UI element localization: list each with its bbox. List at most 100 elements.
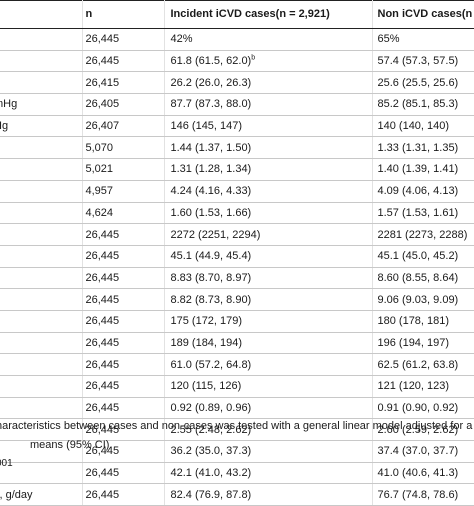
table-row: 5,070 1.44 (1.37, 1.50) 1.33 (1.31, 1.35) [0,136,474,160]
cell-incident: 0.92 (0.89, 0.96) [163,397,372,420]
cell-variable [0,180,82,203]
cell-incident-text: 61.8 (61.5, 62.0) [170,55,252,68]
cell-n: 26,445 [81,418,164,442]
cell-n-text: 26,445 [85,33,120,46]
cell-incident: 8.82 (8.73, 8.90) [163,288,372,311]
cell-n: 26,445 [81,267,164,290]
cell-variable [0,245,82,268]
table-row: 4,957 4.24 (4.16, 4.33) 4.09 (4.06, 4.13) [0,180,474,203]
header-variable [0,0,82,29]
cell-incident: 8.83 (8.70, 8.97) [163,267,372,290]
cell-non-cases-text: 65% [377,33,400,46]
cell-non-cases: 57.4 (57.3, 57.5) [371,50,474,73]
cell-n: 4,957 [81,180,164,203]
cell-variable-text: mHg [0,98,18,111]
cell-non-cases: 8.60 (8.55, 8.64) [371,267,474,290]
cell-n-text: 26,445 [85,55,120,68]
cell-n-text: 5,070 [85,141,114,154]
cell-non-cases: 121 (120, 123) [371,375,474,398]
cell-incident-text: 0.92 (0.89, 0.96) [170,402,252,415]
cell-incident-text: 36.2 (35.0, 37.3) [170,445,252,458]
cell-non-cases: 2.60 (2.59, 2.62) [371,418,474,442]
table-row: 26,445 175 (172, 179) 180 (178, 181) [0,310,474,333]
cell-variable [0,332,82,355]
cell-incident-text: 1.44 (1.37, 1.50) [170,141,252,154]
header-incident-cases: Incident iCVD cases(n = 2,921) [163,0,372,29]
cell-non-cases: 41.0 (40.6, 41.3) [371,462,474,485]
cell-non-cases: 0.91 (0.90, 0.92) [371,397,474,420]
table-row: 26,445 61.8 (61.5, 62.0)b 57.4 (57.3, 57.5… [0,50,474,73]
cell-variable [0,310,82,333]
cell-n: 26,445 [81,332,164,355]
cell-incident: 1.44 (1.37, 1.50) [163,136,372,160]
cell-non-cases-text: 196 (194, 197) [377,336,450,349]
cell-incident-text: 26.2 (26.0, 26.3) [170,76,252,89]
cell-variable [0,28,82,51]
cell-non-cases-text: 4.09 (4.06, 4.13) [377,185,459,198]
table-row: 26,445 45.1 (44.9, 45.4) 45.1 (45.0, 45.2) [0,245,474,268]
cell-n: 26,445 [81,375,164,398]
cell-n: 26,445 [81,397,164,420]
cell-n: 26,407 [81,115,164,138]
cell-incident: 61.0 (57.2, 64.8) [163,353,372,376]
cell-variable [0,158,82,181]
cell-incident-text: 61.0 (57.2, 64.8) [170,358,252,371]
table-row: mHg 26,405 87.7 (87.3, 88.0) 85.2 (85.1, 85… [0,93,474,116]
cell-incident: 87.7 (87.3, 88.0) [163,93,372,116]
cell-incident-text: 8.83 (8.70, 8.97) [170,271,252,284]
table-row: Hg 26,407 146 (145, 147) 140 (140, 140) [0,115,474,138]
cell-incident: 189 (184, 194) [163,332,372,355]
cell-non-cases: 37.4 (37.0, 37.7) [371,440,474,463]
cell-incident-text: 146 (145, 147) [170,120,243,133]
cell-n-text: 26,415 [85,76,120,89]
cell-variable [0,440,82,463]
table-row: 26,445 120 (115, 126) 121 (120, 123) [0,375,474,398]
footnote-line-1: haracteristics between cases and non-cas… [0,420,473,432]
cell-incident-text: 175 (172, 179) [170,315,243,328]
cell-non-cases: 76.7 (74.8, 78.6) [371,483,474,506]
cell-non-cases: 1.40 (1.39, 1.41) [371,158,474,181]
cell-n-text: 5,021 [85,163,114,176]
cell-incident: 175 (172, 179) [163,310,372,333]
cell-variable-text: Hg [0,120,9,133]
cell-n: 4,624 [81,202,164,225]
cell-n: 26,445 [81,483,164,506]
table-row: 26,445 2272 (2251, 2294) 2281 (2273, 2288) [0,223,474,246]
cell-variable [0,288,82,311]
cell-variable [0,50,82,73]
cell-non-cases: 9.06 (9.03, 9.09) [371,288,474,311]
cell-incident-text: 4.24 (4.16, 4.33) [170,185,252,198]
footnote-marker: b [251,54,256,62]
cell-n: 26,445 [81,288,164,311]
cell-variable: mHg [0,93,82,116]
cell-non-cases: 45.1 (45.0, 45.2) [371,245,474,268]
cell-incident-text: 120 (115, 126) [170,380,242,393]
cell-n-text: 4,624 [85,206,114,219]
header-n: n [81,0,164,29]
cell-non-cases-text: 76.7 (74.8, 78.6) [377,488,459,501]
cell-n-text: 26,445 [85,380,120,393]
table-row: s, g/day 26,445 82.4 (76.9, 87.8) 76.7 (74.… [0,483,474,506]
cell-non-cases: 196 (194, 197) [371,332,474,355]
cell-incident: 1.31 (1.28, 1.34) [163,158,372,181]
cell-non-cases-text: 121 (120, 123) [377,380,450,393]
cell-n-text: 26,445 [85,445,120,458]
cell-variable [0,202,82,225]
table-body: 26,445 42% 65% 26,445 61.8 (61.5, 62.0)b 57.4… [0,28,474,506]
cell-non-cases-text: 57.4 (57.3, 57.5) [377,55,459,68]
cell-incident-text: 8.82 (8.73, 8.90) [170,293,252,306]
cell-incident-text: 87.7 (87.3, 88.0) [170,98,252,111]
cell-variable-text: s, g/day [0,488,33,501]
table-header-row: n Incident iCVD cases(n = 2,921) Non iCV… [0,0,474,29]
cell-non-cases: 85.2 (85.1, 85.3) [371,93,474,116]
table-row: 26,445 42.1 (41.0, 43.2) 41.0 (40.6, 41.3) [0,462,474,485]
table-row: 26,445 8.82 (8.73, 8.90) 9.06 (9.03, 9.09) [0,288,474,311]
cell-n: 26,445 [81,50,164,73]
cell-non-cases: 65% [371,28,474,51]
cell-n: 26,415 [81,71,164,95]
cell-non-cases: 25.6 (25.5, 25.6) [371,71,474,95]
cell-n: 26,445 [81,245,164,268]
table-footnote: haracteristics between cases and non-cas… [0,417,474,455]
table-row: 26,445 36.2 (35.0, 37.3) 37.4 (37.0, 37.7) [0,440,474,463]
cell-non-cases: 180 (178, 181) [371,310,474,333]
